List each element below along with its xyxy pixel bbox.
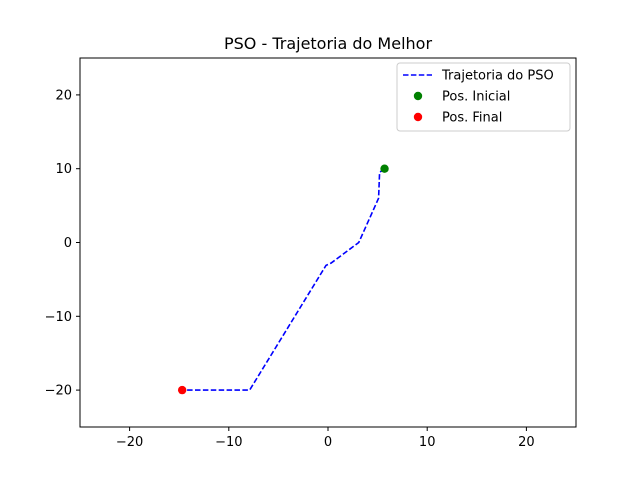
- y-tick-label: −10: [45, 310, 72, 325]
- legend-label: Pos. Inicial: [442, 90, 510, 105]
- legend-label: Pos. Final: [442, 111, 502, 126]
- data-point-pos-final: [177, 385, 187, 395]
- axes: −20 −10 0 10 20 −20 −10 0 10 20: [45, 57, 577, 450]
- x-tick-label: 10: [419, 435, 436, 450]
- legend-swatch-marker: [413, 112, 423, 122]
- x-tick-label: 20: [518, 435, 535, 450]
- chart-title: PSO - Trajetoria do Melhor: [224, 34, 432, 53]
- y-tick-label: −20: [45, 384, 72, 399]
- legend-label: Trajetoria do PSO: [441, 69, 554, 84]
- legend-swatch-marker: [413, 91, 423, 101]
- x-tick-label: −10: [215, 435, 242, 450]
- legend: Trajetoria do PSO Pos. Inicial Pos. Final: [396, 62, 571, 132]
- legend-box: [396, 62, 571, 132]
- x-tick-label: −20: [116, 435, 143, 450]
- y-tick-label: 0: [64, 236, 72, 251]
- plot-area: [177, 164, 389, 395]
- x-tick-label: 0: [324, 435, 332, 450]
- data-point-pos-inicial: [380, 164, 389, 173]
- series-line-trajetoria: [182, 168, 386, 391]
- y-tick-label: 10: [55, 162, 72, 177]
- y-tick-label: 20: [55, 88, 72, 103]
